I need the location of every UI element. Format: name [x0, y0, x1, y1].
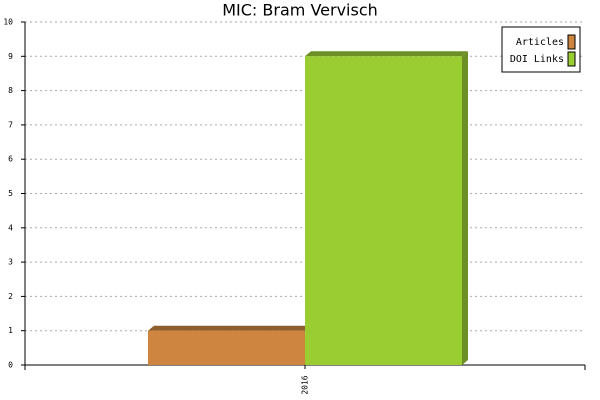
- y-tick-label: 10: [3, 18, 13, 27]
- chart-title: MIC: Bram Vervisch: [222, 1, 378, 20]
- y-tick-label: 3: [8, 258, 13, 267]
- legend-swatch: [567, 51, 576, 67]
- bar: [148, 330, 305, 365]
- y-tick-label: 4: [8, 223, 13, 232]
- legend-swatch: [567, 34, 576, 50]
- y-tick-label: 1: [8, 326, 13, 335]
- bar-side: [462, 51, 468, 366]
- legend-label: DOI Links: [510, 54, 564, 65]
- y-tick-label: 7: [8, 120, 13, 129]
- bar-top: [305, 51, 468, 57]
- y-tick-label: 8: [8, 86, 13, 95]
- y-tick-label: 0: [8, 361, 13, 370]
- y-tick-label: 9: [8, 52, 13, 61]
- legend-box: [501, 26, 581, 73]
- y-tick-label: 5: [8, 189, 13, 198]
- y-tick-label: 2: [8, 292, 13, 301]
- y-tick-label: 6: [8, 155, 13, 164]
- legend-label: Articles: [516, 37, 564, 48]
- bar: [305, 56, 462, 366]
- x-tick-label: 2016: [301, 375, 310, 394]
- bar-top: [148, 325, 311, 331]
